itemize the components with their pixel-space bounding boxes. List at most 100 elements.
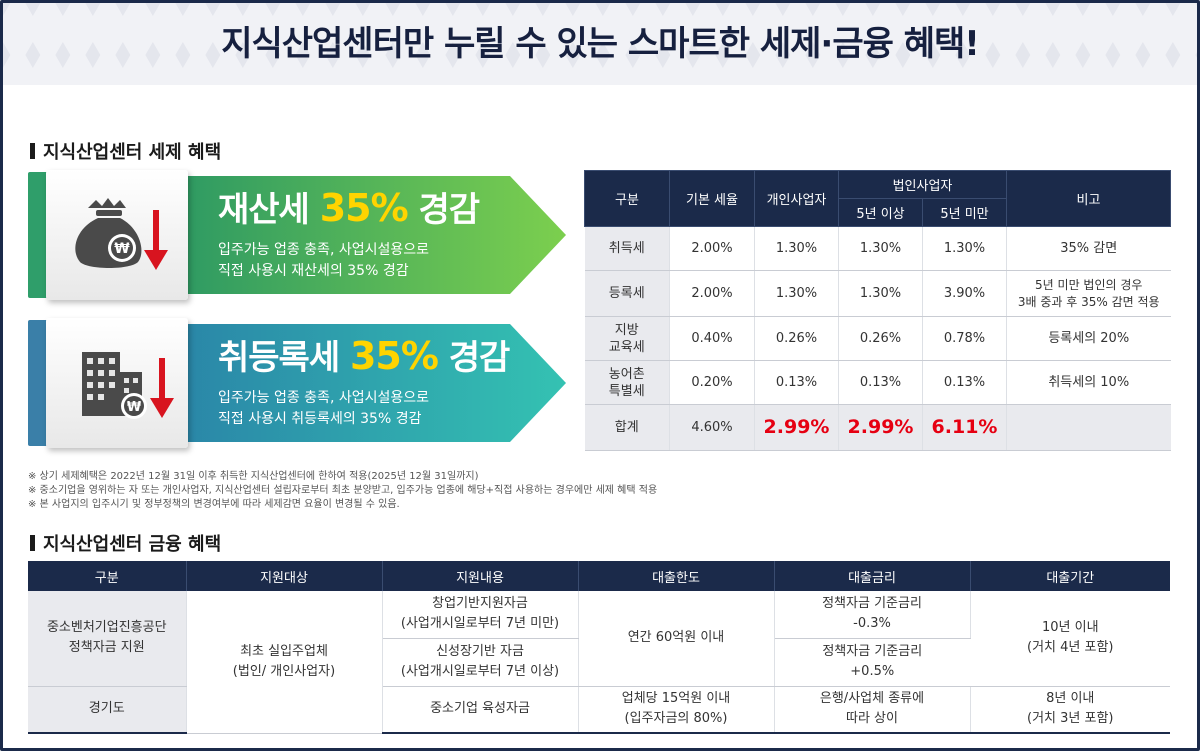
period-cell: 8년 이내 (거치 3년 포함) — [970, 686, 1170, 734]
table-row: 경기도 중소기업 육성자금 업체당 15억원 이내 (입주자금의 80%) 은행… — [28, 686, 1170, 734]
cell-note: 취득세의 10% — [1006, 360, 1171, 405]
org-name: 중소벤처기업진흥공단 정책자금 지원 — [28, 591, 187, 687]
header-note: 비고 — [1006, 170, 1171, 227]
header-content: 지원내용 — [382, 561, 579, 591]
finance-table: 구분 지원대상 지원내용 대출한도 대출금리 대출기간 중소벤처기업진흥공단 정… — [28, 561, 1170, 734]
cell-under5: 0.13% — [922, 360, 1007, 405]
table-row: 등록세 2.00% 1.30% 1.30% 3.90% 5년 미만 법인의 경우… — [584, 270, 1171, 317]
cell-base: 2.00% — [669, 270, 755, 317]
cell-note: 35% 감면 — [1006, 226, 1171, 271]
cell-base: 0.40% — [669, 316, 755, 361]
page-header: 지식산업센터만 누릴 수 있는 스마트한 세제·금융 혜택! — [3, 3, 1197, 85]
building-won-icon: ₩ — [82, 352, 174, 419]
row-name: 등록세 — [584, 270, 670, 317]
cell-individual: 1.30% — [754, 226, 839, 271]
cell-base: 2.00% — [669, 226, 755, 271]
header-category: 구분 — [28, 561, 187, 591]
content-cell: 중소기업 육성자금 — [382, 686, 579, 734]
limit-cell: 업체당 15억원 이내 (입주자금의 80%) — [578, 686, 775, 734]
desc-line: 직접 사용시 취등록세의 35% 경감 — [218, 411, 422, 427]
card-text: 취등록세 35% 경감 입주가능 업종 충족, 사업시설용으로 직접 사용시 취… — [218, 330, 548, 430]
cell-note — [1006, 404, 1171, 451]
finance-section-title: 지식산업센터 금융 혜택 — [30, 530, 221, 556]
section-marker — [30, 143, 35, 159]
cell-base: 0.20% — [669, 360, 755, 405]
card-text: 재산세 35% 경감 입주가능 업종 충족, 사업시설용으로 직접 사용시 재산… — [218, 182, 548, 282]
row-name: 지방 교육세 — [584, 316, 670, 361]
cell-over5: 0.26% — [838, 316, 923, 361]
cell-under5: 0.78% — [922, 316, 1007, 361]
header-corporate: 법인사업자 — [838, 170, 1007, 199]
table-row: 농어촌 특별세 0.20% 0.13% 0.13% 0.13% 취득세의 10% — [584, 360, 1171, 405]
headline-percent: 35% — [349, 334, 439, 378]
card-icon-box: ₩ — [46, 170, 188, 300]
org-name: 경기도 — [28, 686, 187, 734]
cell-base: 4.60% — [669, 404, 755, 451]
cell-individual: 1.30% — [754, 270, 839, 317]
header-individual: 개인사업자 — [754, 170, 839, 227]
svg-text:₩: ₩ — [127, 400, 142, 415]
header-rate: 대출금리 — [774, 561, 971, 591]
cell-individual: 0.13% — [754, 360, 839, 405]
card-headline: 재산세 35% 경감 — [218, 182, 548, 236]
total-row: 합계 4.60% 2.99% 2.99% 6.11% — [584, 404, 1171, 451]
header-limit: 대출한도 — [578, 561, 775, 591]
headline-post: 경감 — [437, 338, 511, 378]
headline-post: 경감 — [407, 190, 480, 230]
property-tax-card: ₩ 재산세 35% 경감 입주가능 업종 충족, 사업시설용으로 직접 사용시 … — [28, 170, 566, 300]
header-category: 구분 — [584, 170, 670, 227]
rate-cell: 정책자금 기준금리 -0.3% — [774, 591, 971, 639]
desc-line: 입주가능 업종 충족, 사업시설용으로 — [218, 242, 429, 258]
table-row: 지방 교육세 0.40% 0.26% 0.26% 0.78% 등록세의 20% — [584, 316, 1171, 361]
limit-cell: 연간 60억원 이내 — [578, 591, 775, 687]
header-base-rate: 기본 세율 — [669, 170, 755, 227]
headline-percent: 35% — [319, 186, 409, 230]
card-strip — [28, 320, 50, 446]
row-name: 농어촌 특별세 — [584, 360, 670, 405]
card-description: 입주가능 업종 충족, 사업시설용으로 직접 사용시 재산세의 35% 경감 — [218, 240, 548, 282]
green-banner — [180, 176, 566, 294]
headline-pre: 취등록세 — [218, 338, 350, 378]
acquisition-tax-card: ₩ 취등록세 35% 경감 입주가능 업종 충족, 사업시설용으로 직접 사용시… — [28, 318, 566, 448]
cell-over5: 0.13% — [838, 360, 923, 405]
header-period: 대출기간 — [970, 561, 1170, 591]
footnote: ※ 상기 세제혜택은 2022년 12월 31일 이후 취득한 지식산업센터에 … — [28, 471, 479, 482]
card-icon-box: ₩ — [46, 318, 188, 448]
rate-cell: 은행/사업체 종류에 따라 상이 — [774, 686, 971, 734]
finance-section-title-text: 지식산업센터 금융 혜택 — [43, 534, 222, 555]
cell-note: 5년 미만 법인의 경우 3배 중과 후 35% 감면 적용 — [1006, 270, 1171, 317]
content-cell: 신성장기반 자금 (사업개시일로부터 7년 이상) — [382, 638, 579, 687]
cell-over5-total: 2.99% — [838, 404, 923, 451]
footnote: ※ 본 사업지의 입주시기 및 정부정책의 변경여부에 따라 세제감면 요율이 … — [28, 499, 400, 510]
desc-line: 입주가능 업종 충족, 사업시설용으로 — [218, 390, 429, 406]
cell-over5: 1.30% — [838, 226, 923, 271]
period-cell: 10년 이내 (거치 4년 포함) — [970, 591, 1170, 687]
footnote: ※ 중소기업을 영위하는 자 또는 개인사업자, 지식산업센터 설립자로부터 최… — [28, 485, 658, 496]
tax-section-title-text: 지식산업센터 세제 혜택 — [43, 142, 222, 163]
card-strip — [28, 172, 50, 298]
card-headline: 취등록세 35% 경감 — [218, 330, 548, 384]
header-under-5-years: 5년 미만 — [922, 198, 1007, 227]
section-marker — [30, 535, 35, 551]
header-target: 지원대상 — [186, 561, 383, 591]
svg-text:₩: ₩ — [114, 241, 130, 257]
card-description: 입주가능 업종 충족, 사업시설용으로 직접 사용시 취등록세의 35% 경감 — [218, 388, 548, 430]
row-name: 합계 — [584, 404, 670, 451]
footnotes: ※ 상기 세제혜택은 2022년 12월 31일 이후 취득한 지식산업센터에 … — [28, 470, 657, 512]
table-row: 중소벤처기업진흥공단 정책자금 지원 최초 실입주업체 (법인/ 개인사업자) … — [28, 591, 1170, 734]
headline-pre: 재산세 — [218, 190, 320, 230]
cell-under5: 3.90% — [922, 270, 1007, 317]
table-row: 취득세 2.00% 1.30% 1.30% 1.30% 35% 감면 — [584, 226, 1171, 271]
rate-cell: 정책자금 기준금리 +0.5% — [774, 638, 970, 687]
tax-table: 구분 기본 세율 개인사업자 법인사업자 비고 5년 이상 5년 미만 취득세 … — [584, 170, 1171, 451]
content-cell: 창업기반지원자금 (사업개시일로부터 7년 미만) — [382, 591, 579, 639]
cell-note: 등록세의 20% — [1006, 316, 1171, 361]
row-name: 취득세 — [584, 226, 670, 271]
cell-individual-total: 2.99% — [754, 404, 839, 451]
tax-section-title: 지식산업센터 세제 혜택 — [30, 138, 221, 164]
table-row: 신성장기반 자금 (사업개시일로부터 7년 이상) 정책자금 기준금리 +0.5… — [28, 638, 1170, 687]
cell-individual: 0.26% — [754, 316, 839, 361]
page-title: 지식산업센터만 누릴 수 있는 스마트한 세제·금융 혜택! — [221, 24, 980, 64]
target-cell: 최초 실입주업체 (법인/ 개인사업자) — [186, 591, 383, 734]
